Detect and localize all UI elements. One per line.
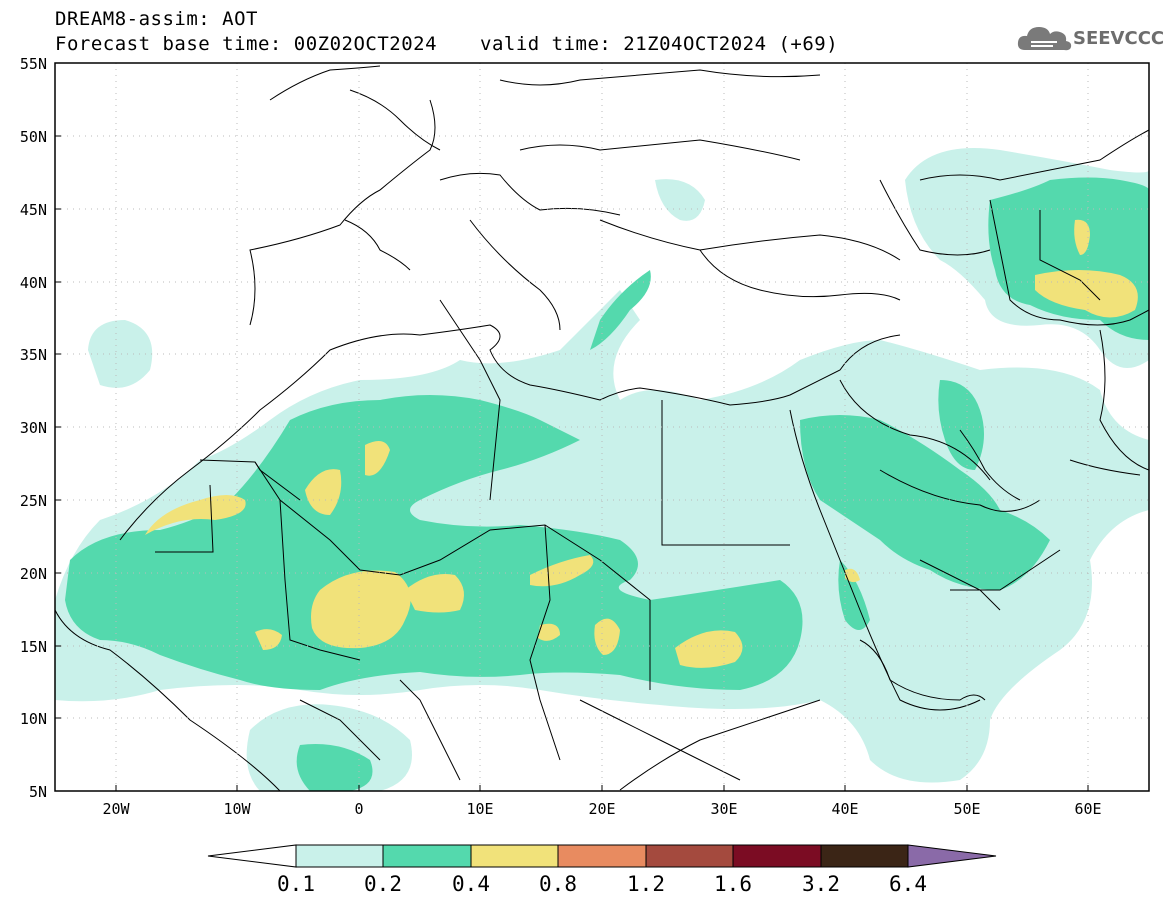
lat-label-55n: 55N — [19, 55, 47, 73]
colorbar-swatch-1 — [295, 844, 384, 868]
forecast-base-time: Forecast base time: 00Z02OCT2024 — [55, 33, 438, 55]
colorbar-label-6-4: 6.4 — [889, 872, 927, 896]
lat-label-45n: 45N — [19, 201, 47, 219]
lon-label-30e: 30E — [710, 800, 738, 818]
colorbar-swatch-6 — [732, 844, 822, 868]
axis-ticks — [55, 62, 1089, 791]
lat-label-20n: 20N — [19, 565, 47, 583]
lon-label-10e: 10E — [466, 800, 494, 818]
lat-label-10n: 10N — [19, 710, 47, 728]
lat-label-50n: 50N — [19, 128, 47, 146]
colorbar-over-arrow — [907, 844, 997, 868]
lon-label-20e: 20E — [588, 800, 616, 818]
lat-label-30n: 30N — [19, 419, 47, 437]
lat-label-35n: 35N — [19, 346, 47, 364]
lon-label-20w: 20W — [102, 800, 130, 818]
lon-label-50e: 50E — [953, 800, 981, 818]
colorbar-label-0-4: 0.4 — [452, 872, 490, 896]
colorbar — [207, 844, 997, 868]
lon-label-0: 0 — [354, 800, 364, 818]
map-title: DREAM8-assim: AOT — [55, 8, 258, 30]
colorbar-label-0-8: 0.8 — [539, 872, 577, 896]
lon-label-40e: 40E — [831, 800, 859, 818]
graticule — [55, 63, 1149, 791]
lat-label-5n: 5N — [28, 783, 47, 801]
logo-text: SEEVCCC — [1073, 28, 1165, 49]
valid-time: valid time: 21Z04OCT2024 (+69) — [480, 33, 839, 55]
cloud-icon — [1017, 27, 1072, 51]
lat-label-40n: 40N — [19, 274, 47, 292]
colorbar-label-0-1: 0.1 — [277, 872, 315, 896]
colorbar-swatch-5 — [645, 844, 734, 868]
lon-label-60e: 60E — [1074, 800, 1102, 818]
colorbar-label-3-2: 3.2 — [802, 872, 840, 896]
colorbar-swatch-2 — [382, 844, 472, 868]
colorbar-label-1-6: 1.6 — [714, 872, 752, 896]
lon-label-10w: 10W — [223, 800, 251, 818]
colorbar-swatch-4 — [557, 844, 647, 868]
lat-label-15n: 15N — [19, 638, 47, 656]
colorbar-swatch-7 — [820, 844, 909, 868]
seevccc-logo: SEEVCCC — [1017, 22, 1164, 56]
country-borders — [55, 65, 1149, 791]
colorbar-label-1-2: 1.2 — [627, 872, 665, 896]
lat-label-25n: 25N — [19, 492, 47, 510]
aot-shading — [55, 148, 1149, 791]
colorbar-label-0-2: 0.2 — [364, 872, 402, 896]
colorbar-swatch-3 — [470, 844, 559, 868]
colorbar-under-arrow — [207, 844, 297, 868]
